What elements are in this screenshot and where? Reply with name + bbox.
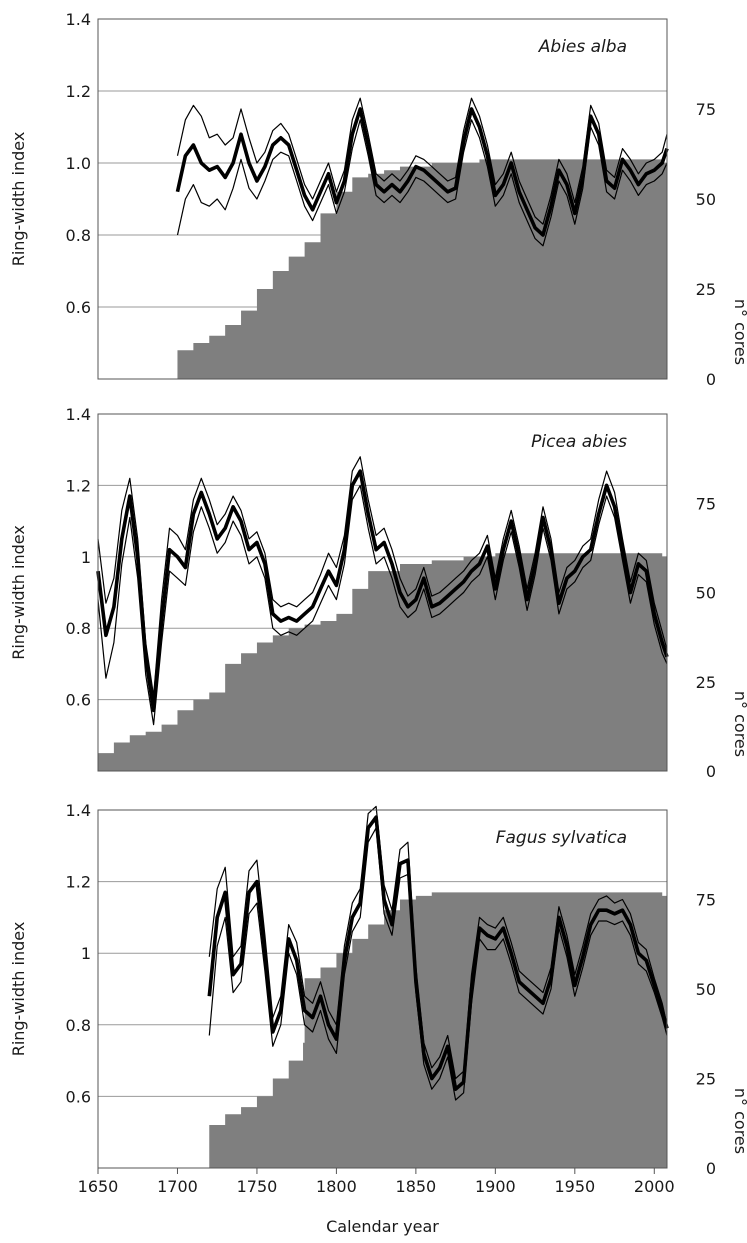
y2-tick-label: 0 [706,762,716,781]
y2-tick-label: 50 [696,980,716,999]
plot-frame [97,809,668,1169]
confidence-line [176,119,668,247]
y-tick-label: 1 [81,548,91,567]
x-tick-label: 1750 [237,1177,278,1196]
y2-tick-label: 75 [696,494,716,513]
chronology-line [175,107,669,237]
x-tick-label: 1650 [78,1177,119,1196]
y2-tick-label: 25 [696,280,716,299]
y-tick-label: 1.4 [66,10,91,29]
x-tick-label: 1800 [316,1177,357,1196]
y-tick-label: 1.4 [66,801,91,820]
cores-area [98,553,667,771]
confidence-line [97,484,668,726]
x-tick-label: 2000 [634,1177,675,1196]
y2-axis-label: n° cores [731,1088,747,1154]
chart-panel-1: 1.4 1.2 1.0 0.8 0.6 75 50 25 0 Abies alba Ring-wid… [9,10,747,389]
y2-tick-label: 50 [696,190,716,209]
chart-panel-3: 1.4 1.2 1 0.8 0.6 75 50 25 0 Fagus sylvatica Ring-… [9,801,747,1236]
y-tick-label: 1.2 [66,873,91,892]
chart-panel-2: 1.4 1.2 1 0.8 0.6 75 50 25 0 Picea abies Ring-widt… [9,405,747,781]
y-axis-label: Ring-width index [9,132,28,267]
y2-axis-label: n° cores [731,299,747,365]
y-tick-label: 0.6 [66,1087,91,1106]
x-axis-label: Calendar year [326,1217,439,1236]
x-tick-label: 1950 [554,1177,595,1196]
y-axis-label: Ring-width index [9,922,28,1057]
panel-title: Abies alba [538,37,627,57]
y2-tick-label: 0 [706,1159,716,1178]
y2-tick-label: 75 [696,100,716,119]
y2-axis-label: n° cores [731,691,747,757]
y2-tick-label: 50 [696,584,716,603]
plot-frame [97,413,668,772]
x-tick-label: 1850 [396,1177,437,1196]
y-tick-label: 1 [81,944,91,963]
y2-tick-label: 75 [696,891,716,910]
confidence-line [176,97,668,225]
y-axis-label: Ring-width index [9,525,28,660]
confidence-line [208,805,668,1080]
y-tick-label: 1.0 [66,154,91,173]
x-tick-label: 1700 [157,1177,198,1196]
y-tick-label: 1.4 [66,405,91,424]
y-tick-label: 0.8 [66,1016,91,1035]
panel-title: Fagus sylvatica [496,828,627,848]
chronology-line [207,815,669,1091]
y-tick-label: 0.6 [66,298,91,317]
y-tick-label: 1.2 [66,82,91,101]
plot-frame [97,18,668,380]
y-tick-label: 0.6 [66,691,91,710]
y2-tick-label: 25 [696,673,716,692]
y2-tick-label: 25 [696,1070,716,1089]
confidence-line [208,827,668,1101]
x-tick-label: 1900 [475,1177,516,1196]
y-tick-label: 0.8 [66,226,91,245]
confidence-line [97,456,668,697]
y-tick-label: 0.8 [66,619,91,638]
y-tick-label: 1.2 [66,476,91,495]
chronology-line [96,469,669,713]
panel-title: Picea abies [531,432,627,452]
y2-tick-label: 0 [706,370,716,389]
cores-area [98,892,667,1168]
